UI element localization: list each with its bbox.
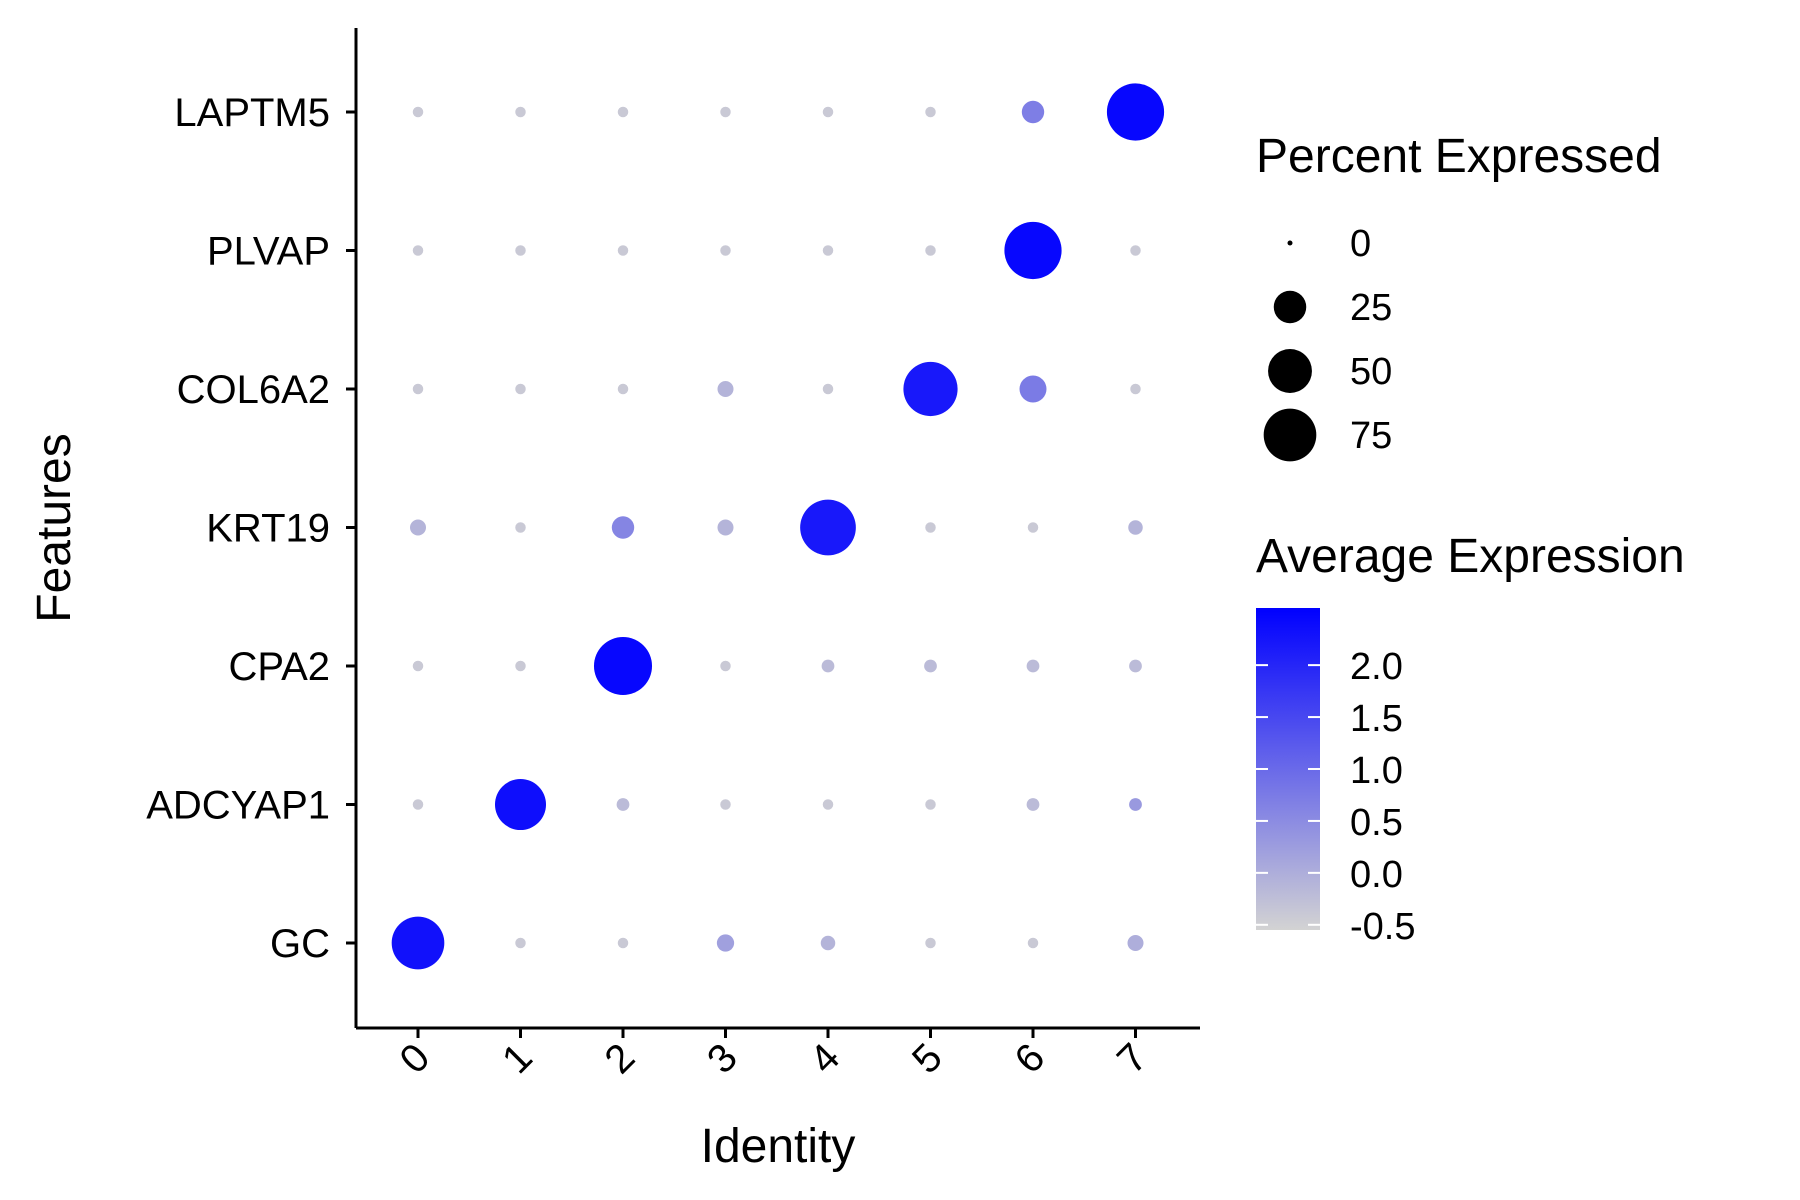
color-legend-title: Average Expression xyxy=(1256,530,1685,583)
dot xyxy=(1026,798,1040,811)
dots xyxy=(391,83,1165,970)
dot xyxy=(820,935,836,951)
color-legend-label: 2.0 xyxy=(1350,646,1403,688)
x-tick-label: 0 xyxy=(392,1035,439,1082)
color-legend-label: 1.5 xyxy=(1350,698,1403,740)
dot xyxy=(1106,83,1165,141)
dot xyxy=(410,519,426,536)
dot xyxy=(611,516,635,539)
dot xyxy=(412,660,424,672)
dot xyxy=(617,937,629,949)
dot xyxy=(1021,100,1045,124)
dot xyxy=(924,659,937,673)
dot xyxy=(412,383,424,395)
dot xyxy=(800,499,856,556)
dot xyxy=(925,245,936,256)
color-legend: Average Expression 2.0 1.5 1.0 0.5 0.0 -0.5 xyxy=(1256,530,1685,948)
x-axis-title: Identity xyxy=(701,1120,856,1173)
dot xyxy=(1027,937,1039,949)
plot-area: LAPTM5 PLVAP COL6A2 KRT19 CPA2 ADCYAP1 GC 0 1 2 3… xyxy=(146,28,1200,1082)
dot xyxy=(617,106,629,118)
size-legend-label: 75 xyxy=(1350,415,1392,457)
dot xyxy=(717,381,734,397)
dot xyxy=(716,934,735,952)
size-legend-items: 0 25 50 75 xyxy=(1263,223,1392,462)
dot xyxy=(1127,935,1144,951)
x-tick-label: 4 xyxy=(802,1035,849,1082)
dot xyxy=(515,522,526,533)
color-legend-items: 2.0 1.5 1.0 0.5 0.0 -0.5 xyxy=(1256,646,1415,948)
x-tick-label: 7 xyxy=(1109,1035,1156,1082)
y-axis-ticks: LAPTM5 PLVAP COL6A2 KRT19 CPA2 ADCYAP1 GC xyxy=(146,91,356,966)
dot xyxy=(515,660,526,672)
dot xyxy=(822,106,834,118)
x-tick-label: 2 xyxy=(597,1035,644,1082)
dot xyxy=(391,916,445,970)
dot xyxy=(617,383,629,395)
size-legend-label: 0 xyxy=(1350,223,1371,265)
size-legend-dot xyxy=(1273,290,1307,324)
dot xyxy=(412,245,424,256)
dot xyxy=(822,799,834,810)
dot xyxy=(515,106,526,118)
dot xyxy=(1130,383,1141,395)
y-tick-label: GC xyxy=(270,922,330,966)
dot xyxy=(822,383,834,395)
y-tick-label: COL6A2 xyxy=(177,368,330,412)
dot xyxy=(925,106,936,118)
y-tick-label: KRT19 xyxy=(206,507,330,551)
dot xyxy=(720,799,731,810)
dot xyxy=(1129,659,1142,673)
dot xyxy=(494,778,547,831)
color-legend-label: -0.5 xyxy=(1350,906,1415,948)
x-tick-label: 5 xyxy=(904,1035,951,1082)
dot xyxy=(720,245,731,256)
dot xyxy=(515,937,526,949)
y-tick-label: LAPTM5 xyxy=(174,91,330,135)
size-legend-label: 25 xyxy=(1350,287,1392,329)
dot xyxy=(515,383,526,395)
color-legend-label: 1.0 xyxy=(1350,750,1403,792)
dot xyxy=(1026,659,1040,673)
size-legend-dot xyxy=(1268,349,1312,393)
dot xyxy=(412,106,424,118)
dot xyxy=(1004,221,1062,280)
dot xyxy=(1130,245,1141,256)
dot xyxy=(616,798,630,811)
x-tick-label: 1 xyxy=(494,1035,541,1082)
dot xyxy=(925,937,936,949)
size-legend-dot xyxy=(1287,240,1293,246)
color-legend-label: 0.0 xyxy=(1350,854,1403,896)
x-tick-label: 3 xyxy=(699,1035,746,1082)
dot xyxy=(617,245,629,256)
dot xyxy=(1129,798,1142,811)
dot xyxy=(822,245,834,256)
dot xyxy=(925,522,936,533)
y-axis-title: Features xyxy=(28,433,81,622)
y-tick-label: ADCYAP1 xyxy=(146,784,330,828)
dot xyxy=(925,799,936,810)
y-tick-label: PLVAP xyxy=(207,230,330,274)
dot xyxy=(1027,522,1039,533)
size-legend-dot xyxy=(1263,408,1317,462)
dot xyxy=(903,361,958,417)
size-legend-title: Percent Expressed xyxy=(1256,130,1662,183)
y-tick-label: CPA2 xyxy=(228,645,330,689)
dot xyxy=(515,245,526,256)
dot xyxy=(720,660,731,672)
dot xyxy=(720,106,731,118)
x-axis-ticks: 0 1 2 3 4 5 6 7 xyxy=(392,1028,1156,1082)
dot xyxy=(821,659,835,673)
dot xyxy=(593,636,653,696)
x-tick-label: 6 xyxy=(1007,1035,1054,1082)
dot xyxy=(1128,520,1143,535)
dot xyxy=(717,519,734,536)
size-legend-label: 50 xyxy=(1350,351,1392,393)
dot xyxy=(1019,375,1047,403)
color-legend-label: 0.5 xyxy=(1350,802,1403,844)
dot xyxy=(412,799,424,810)
size-legend: Percent Expressed 0 25 50 75 xyxy=(1256,130,1662,462)
